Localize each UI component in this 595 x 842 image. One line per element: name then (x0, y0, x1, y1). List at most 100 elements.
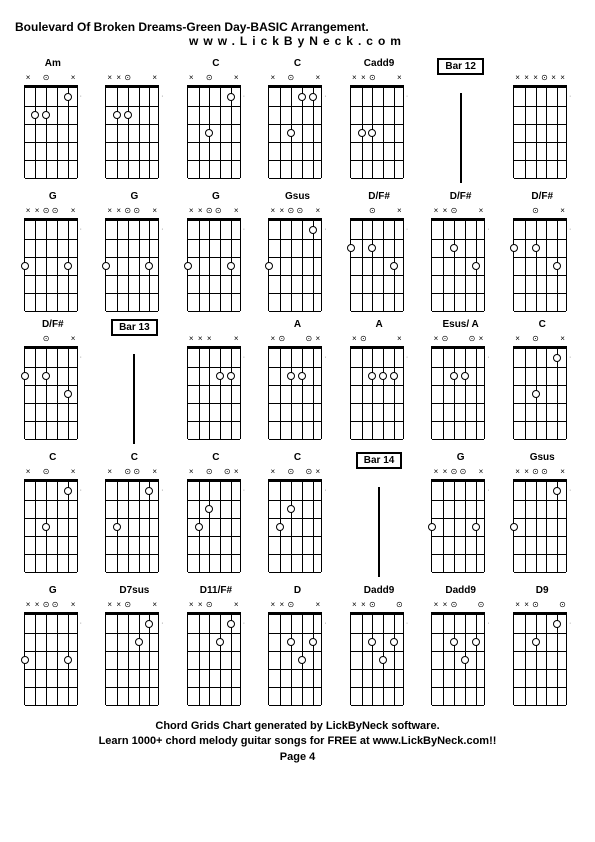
chord-cell: ×××⊙××· (504, 58, 580, 183)
bar-label: Bar 14 (356, 452, 403, 469)
chord-cell: G××⊙⊙×· (178, 191, 254, 311)
chord-cell: G××⊙⊙×· (15, 191, 91, 311)
chord-name: D/F# (450, 191, 472, 205)
chord-cell: Dadd9××⊙⊙· (423, 585, 499, 705)
chord-diagram: ××⊙⊙× (187, 207, 241, 311)
chord-cell: G××⊙⊙×· (97, 191, 173, 311)
chord-name: D9 (536, 585, 549, 599)
chord-diagram: ⊙× (24, 335, 78, 439)
chord-name: G (49, 191, 57, 205)
chord-diagram: ××⊙⊙× (268, 207, 322, 311)
chord-cell: A×⊙⊙×· (260, 319, 336, 444)
chord-cell: D/F#⊙×· (504, 191, 580, 311)
chord-name: D/F# (531, 191, 553, 205)
bar-line (378, 487, 380, 577)
chord-name: C (212, 58, 219, 72)
footer-line-2: Learn 1000+ chord melody guitar songs fo… (15, 734, 580, 749)
chord-diagram: ×⊙× (24, 468, 78, 572)
chord-diagram: ⊙× (513, 207, 567, 311)
bar-label: Bar 12 (437, 58, 484, 75)
chord-diagram: ×⊙⊙× (431, 335, 485, 439)
chord-name: G (49, 585, 57, 599)
chord-diagram: ××⊙⊙× (431, 468, 485, 572)
chord-name: D/F# (368, 191, 390, 205)
chord-diagram: ×⊙× (268, 74, 322, 178)
bar-line (460, 93, 462, 183)
chord-name: C (49, 452, 56, 466)
chord-diagram: ×××⊙×× (513, 74, 567, 178)
chord-name: Gsus (285, 191, 310, 205)
chord-cell: Gsus××⊙⊙×· (504, 452, 580, 577)
chord-cell: Esus/ A×⊙⊙×· (423, 319, 499, 444)
chord-cell: C×⊙×· (504, 319, 580, 444)
chord-cell: G××⊙⊙×· (423, 452, 499, 577)
chord-cell: Cadd9××⊙×· (341, 58, 417, 183)
page-number: Page 4 (15, 750, 580, 765)
chord-name: G (130, 191, 138, 205)
chord-cell: C×⊙×· (178, 58, 254, 183)
chord-diagram: ×⊙× (350, 335, 404, 439)
chord-diagram: ×⊙× (24, 74, 78, 178)
chord-cell: C×⊙⊙×· (260, 452, 336, 577)
chord-name: C (539, 319, 546, 333)
chord-cell: C×⊙×· (260, 58, 336, 183)
chord-cell: D7sus××⊙×· (97, 585, 173, 705)
chord-diagram: ××⊙× (350, 74, 404, 178)
chord-diagram: ×××× (187, 335, 241, 439)
chord-name: Dadd9 (445, 585, 476, 599)
chord-cell: A×⊙×· (341, 319, 417, 444)
chord-cell: D11/F#××⊙×· (178, 585, 254, 705)
chord-name (215, 319, 218, 333)
chord-diagram: ××⊙× (187, 601, 241, 705)
chord-cell: ××⊙×· (97, 58, 173, 183)
chord-diagram: ××⊙⊙× (24, 601, 78, 705)
footer-line-1: Chord Grids Chart generated by LickByNec… (15, 719, 580, 734)
chord-cell: Dadd9××⊙⊙· (341, 585, 417, 705)
chord-cell: G××⊙⊙×· (15, 585, 91, 705)
chord-diagram: ××⊙× (431, 207, 485, 311)
url-text: www.LickByNeck.com (15, 34, 580, 48)
chord-name: G (212, 191, 220, 205)
chord-diagram: ××⊙× (105, 601, 159, 705)
chord-diagram: ××⊙⊙ (350, 601, 404, 705)
chord-name: C (212, 452, 219, 466)
chord-name: A (294, 319, 301, 333)
chord-name (541, 58, 544, 72)
chord-diagram: ×⊙⊙× (268, 468, 322, 572)
chord-name: Cadd9 (364, 58, 395, 72)
bar-label: Bar 13 (111, 319, 158, 336)
chord-name: G (457, 452, 465, 466)
chord-name: C (294, 452, 301, 466)
chord-diagram: ××⊙× (268, 601, 322, 705)
chord-diagram: ××⊙⊙ (431, 601, 485, 705)
chord-diagram: ××⊙× (105, 74, 159, 178)
chord-diagram: ×⊙× (187, 74, 241, 178)
chord-diagram: ×⊙⊙× (268, 335, 322, 439)
chord-name: D7sus (119, 585, 149, 599)
bar-separator-cell: Bar 13 (97, 319, 173, 444)
chord-cell: D9××⊙⊙· (504, 585, 580, 705)
chord-cell: C×⊙×· (15, 452, 91, 577)
chord-cell: C×⊙⊙×· (97, 452, 173, 577)
chord-name: A (375, 319, 382, 333)
chord-diagram: ×⊙× (513, 335, 567, 439)
chord-name: D/F# (42, 319, 64, 333)
chord-name: Dadd9 (364, 585, 395, 599)
bar-separator-cell: Bar 12 (423, 58, 499, 183)
chord-cell: Am×⊙×· (15, 58, 91, 183)
chord-diagram: ××⊙⊙× (24, 207, 78, 311)
chord-cell: C×⊙⊙×· (178, 452, 254, 577)
chord-cell: D/F#⊙×· (15, 319, 91, 444)
bar-separator-cell: Bar 14 (341, 452, 417, 577)
chord-name: Esus/ A (442, 319, 478, 333)
chord-name: D11/F# (200, 585, 232, 599)
chord-diagram: ××⊙⊙× (105, 207, 159, 311)
footer: Chord Grids Chart generated by LickByNec… (15, 719, 580, 765)
chord-name (133, 58, 136, 72)
chord-cell: Gsus××⊙⊙×· (260, 191, 336, 311)
chord-cell: D/F#⊙×· (341, 191, 417, 311)
bar-line (133, 354, 135, 444)
chord-name: Gsus (530, 452, 555, 466)
chord-diagram: ×⊙⊙× (187, 468, 241, 572)
chord-name: C (294, 58, 301, 72)
